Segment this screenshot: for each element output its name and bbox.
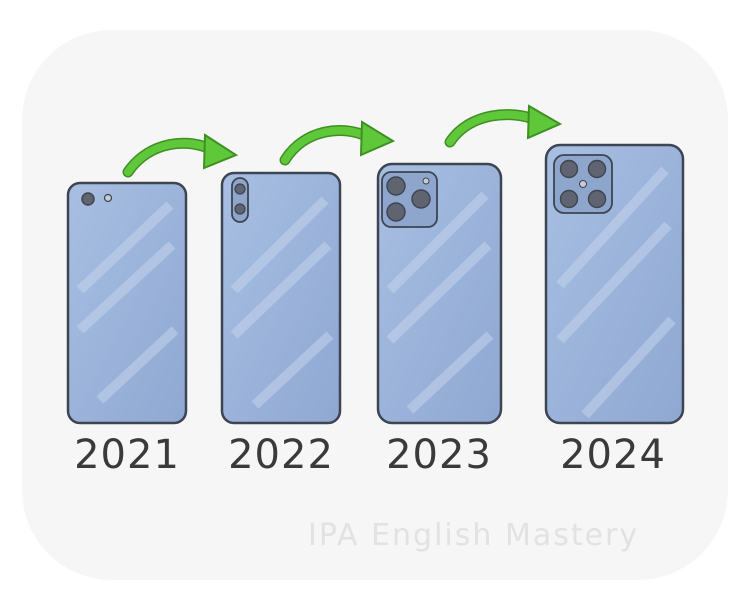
- phone-2024: [544, 143, 685, 425]
- flash-icon: [422, 177, 430, 185]
- green-arrow-icon: [122, 133, 239, 178]
- green-arrow-icon: [444, 104, 563, 148]
- watermark: IPA English Mastery: [308, 518, 640, 553]
- camera-lens-icon: [587, 189, 607, 209]
- phone-2023: [376, 162, 503, 425]
- year-label-2023: 2023: [386, 432, 492, 478]
- camera-lens-icon: [559, 159, 579, 179]
- year-label-2024: 2024: [560, 432, 666, 478]
- camera-lens-icon: [234, 203, 246, 215]
- camera-lens-icon: [81, 192, 95, 206]
- camera-lens-icon: [587, 159, 607, 179]
- camera-lens-icon: [559, 189, 579, 209]
- year-label-2021: 2021: [74, 432, 180, 478]
- camera-lens-icon: [411, 189, 431, 209]
- year-label-2022: 2022: [228, 432, 334, 478]
- phone-2022: [220, 171, 342, 425]
- green-arrow-icon: [279, 120, 396, 166]
- camera-lens-icon: [386, 202, 406, 222]
- camera-lens-icon: [386, 176, 406, 196]
- flash-icon: [103, 193, 113, 203]
- camera-lens-icon: [234, 183, 246, 195]
- flash-icon: [579, 180, 587, 188]
- phone-2021: [66, 181, 188, 425]
